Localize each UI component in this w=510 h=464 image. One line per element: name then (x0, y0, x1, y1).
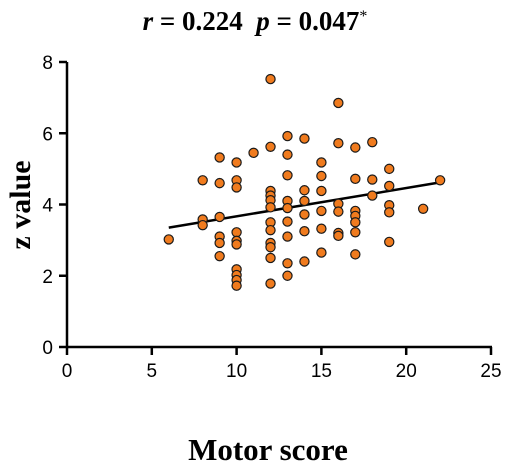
x-axis-label: Motor score (188, 432, 348, 464)
data-point (333, 138, 344, 149)
y-tick-label: 0 (42, 338, 53, 359)
data-point (248, 147, 259, 159)
data-point (299, 133, 310, 144)
data-point (367, 136, 378, 148)
data-point (282, 202, 293, 214)
data-point (265, 73, 276, 85)
x-tick-label: 0 (62, 361, 73, 382)
data-point (299, 226, 310, 237)
y-tick-label: 2 (42, 267, 53, 288)
data-point (316, 157, 327, 168)
data-point (231, 182, 242, 193)
y-axis-label: z value (4, 160, 37, 249)
data-point (333, 97, 344, 109)
data-point (197, 219, 208, 231)
data-point (316, 185, 327, 197)
data-point (282, 149, 293, 160)
title-r-symbol: r (143, 6, 154, 36)
title-r-value: = 0.224 (153, 6, 256, 36)
data-point (282, 170, 293, 181)
data-point (214, 152, 225, 163)
data-point (282, 258, 293, 269)
y-tick-label: 8 (42, 53, 53, 74)
data-point (384, 180, 395, 192)
data-point (350, 173, 361, 185)
data-point (367, 190, 378, 201)
data-point (265, 202, 276, 213)
data-point (316, 205, 327, 217)
data-point (333, 230, 344, 242)
data-point (316, 170, 327, 182)
data-point (384, 207, 395, 218)
data-point (384, 236, 395, 248)
data-point (350, 227, 361, 238)
data-point (384, 163, 395, 175)
x-tick-label: 5 (147, 361, 158, 382)
plot-area: 0 5 10 15 20 25 0 2 4 6 8 (42, 53, 501, 382)
data-point (197, 175, 208, 186)
data-point (350, 142, 361, 153)
data-point (231, 157, 242, 168)
data-point (316, 223, 327, 234)
title-p-symbol: p (254, 6, 270, 36)
data-point (231, 227, 242, 238)
data-point (333, 206, 344, 217)
data-point (265, 141, 276, 152)
x-tick-label: 20 (396, 361, 417, 382)
title-p-value: = 0.047 (270, 6, 360, 36)
data-point (367, 174, 378, 185)
y-tick-label: 6 (42, 124, 53, 145)
data-point (265, 252, 276, 264)
data-point (282, 130, 293, 142)
data-point (231, 239, 242, 250)
data-point (350, 217, 361, 228)
data-point (265, 278, 276, 289)
data-point (214, 177, 225, 189)
data-point (282, 216, 293, 227)
data-point (282, 231, 293, 242)
data-point (214, 211, 225, 223)
data-point (299, 209, 310, 220)
data-point (282, 270, 293, 281)
x-tick-label: 10 (226, 361, 247, 382)
x-tick-label: 25 (480, 361, 501, 382)
data-point (265, 224, 276, 236)
title-significance-mark: * (359, 8, 367, 25)
y-tick-label: 4 (42, 196, 53, 217)
data-point (434, 175, 446, 186)
data-point (316, 247, 327, 258)
x-tick-label: 15 (311, 361, 332, 382)
data-point (214, 250, 225, 262)
data-point (265, 242, 276, 253)
data-point (299, 256, 310, 267)
data-point (417, 203, 429, 214)
data-point (299, 195, 310, 207)
data-point (231, 280, 242, 291)
data-point (350, 249, 361, 260)
chart-title: r = 0.224 p = 0.047* (143, 6, 368, 36)
data-point (299, 185, 310, 196)
data-point (163, 234, 174, 245)
data-point (214, 237, 225, 249)
